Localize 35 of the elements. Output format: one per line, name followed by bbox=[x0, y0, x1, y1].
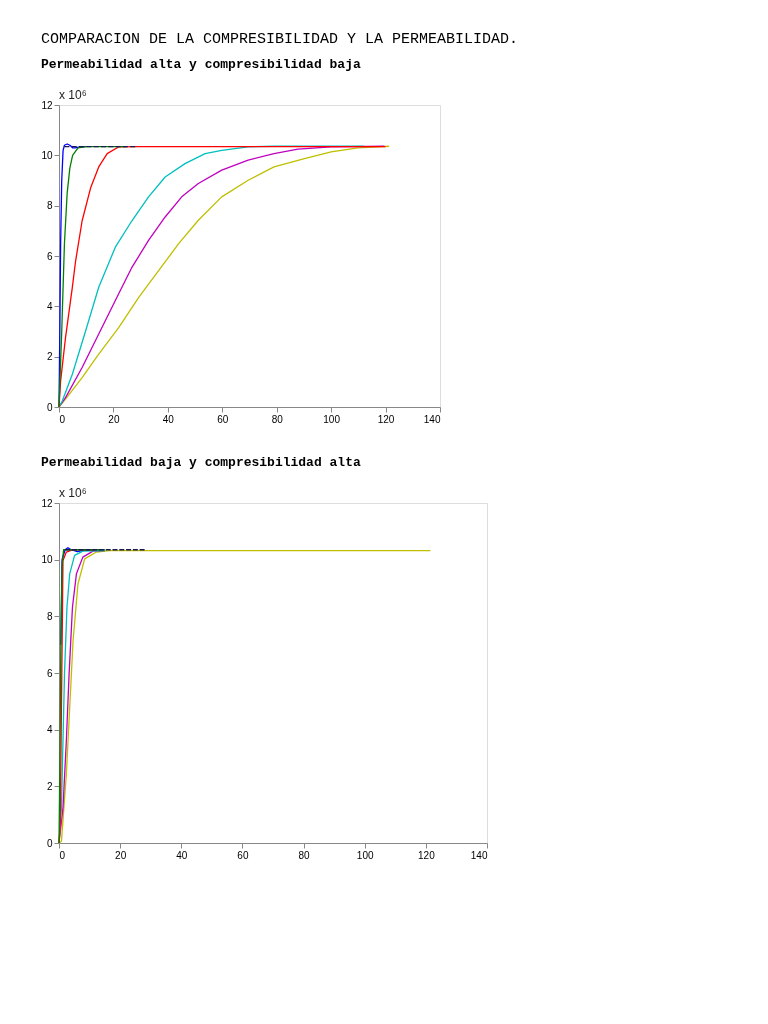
y-tick-label: 6 bbox=[46, 250, 53, 262]
x-tick-label: 140 bbox=[423, 413, 441, 425]
y-tick-label: 0 bbox=[46, 837, 53, 849]
x-tick-label: 80 bbox=[298, 849, 311, 861]
x-tick-label: 40 bbox=[176, 849, 188, 861]
y-tick-label: 12 bbox=[41, 497, 53, 509]
text: x 10⁶ bbox=[59, 486, 87, 500]
y-tick-label: 10 bbox=[41, 554, 53, 566]
chart-subtitle: Permeabilidad alta y compresibilidad baja bbox=[40, 57, 361, 72]
x-tick-label: 120 bbox=[377, 413, 395, 425]
x-tick-label: 0 bbox=[59, 849, 66, 861]
x-tick-label: 20 bbox=[108, 413, 120, 425]
x-tick-label: 60 bbox=[217, 413, 229, 425]
x-tick-label: 60 bbox=[237, 849, 249, 861]
y-tick-label: 8 bbox=[46, 200, 53, 212]
x-tick-label: 140 bbox=[470, 849, 488, 861]
y-tick-label: 2 bbox=[46, 780, 53, 792]
y-tick-label: 0 bbox=[46, 401, 53, 413]
x-tick-label: 80 bbox=[271, 413, 284, 425]
x-tick-label: 100 bbox=[356, 849, 374, 861]
y-tick-label: 2 bbox=[46, 351, 53, 363]
y-tick-label: 12 bbox=[41, 99, 53, 111]
y-tick-label: 4 bbox=[46, 300, 53, 312]
text: x 10⁶ bbox=[59, 88, 87, 102]
y-tick-label: 8 bbox=[46, 610, 53, 622]
y-tick-label: 6 bbox=[46, 667, 53, 679]
x-tick-label: 20 bbox=[115, 849, 127, 861]
x-tick-label: 40 bbox=[162, 413, 175, 425]
y-tick-label: 4 bbox=[46, 724, 53, 736]
x-tick-label: 0 bbox=[59, 413, 66, 425]
x-tick-label: 100 bbox=[323, 413, 341, 425]
chart-title: COMPARACION DE LA COMPRESIBILIDAD Y LA PERMEABILIDAD. bbox=[40, 31, 518, 48]
y-tick-label: 10 bbox=[41, 149, 53, 161]
x-tick-label: 120 bbox=[418, 849, 436, 861]
chart-title: Permeabilidad baja y compresibilidad alta bbox=[40, 455, 361, 470]
